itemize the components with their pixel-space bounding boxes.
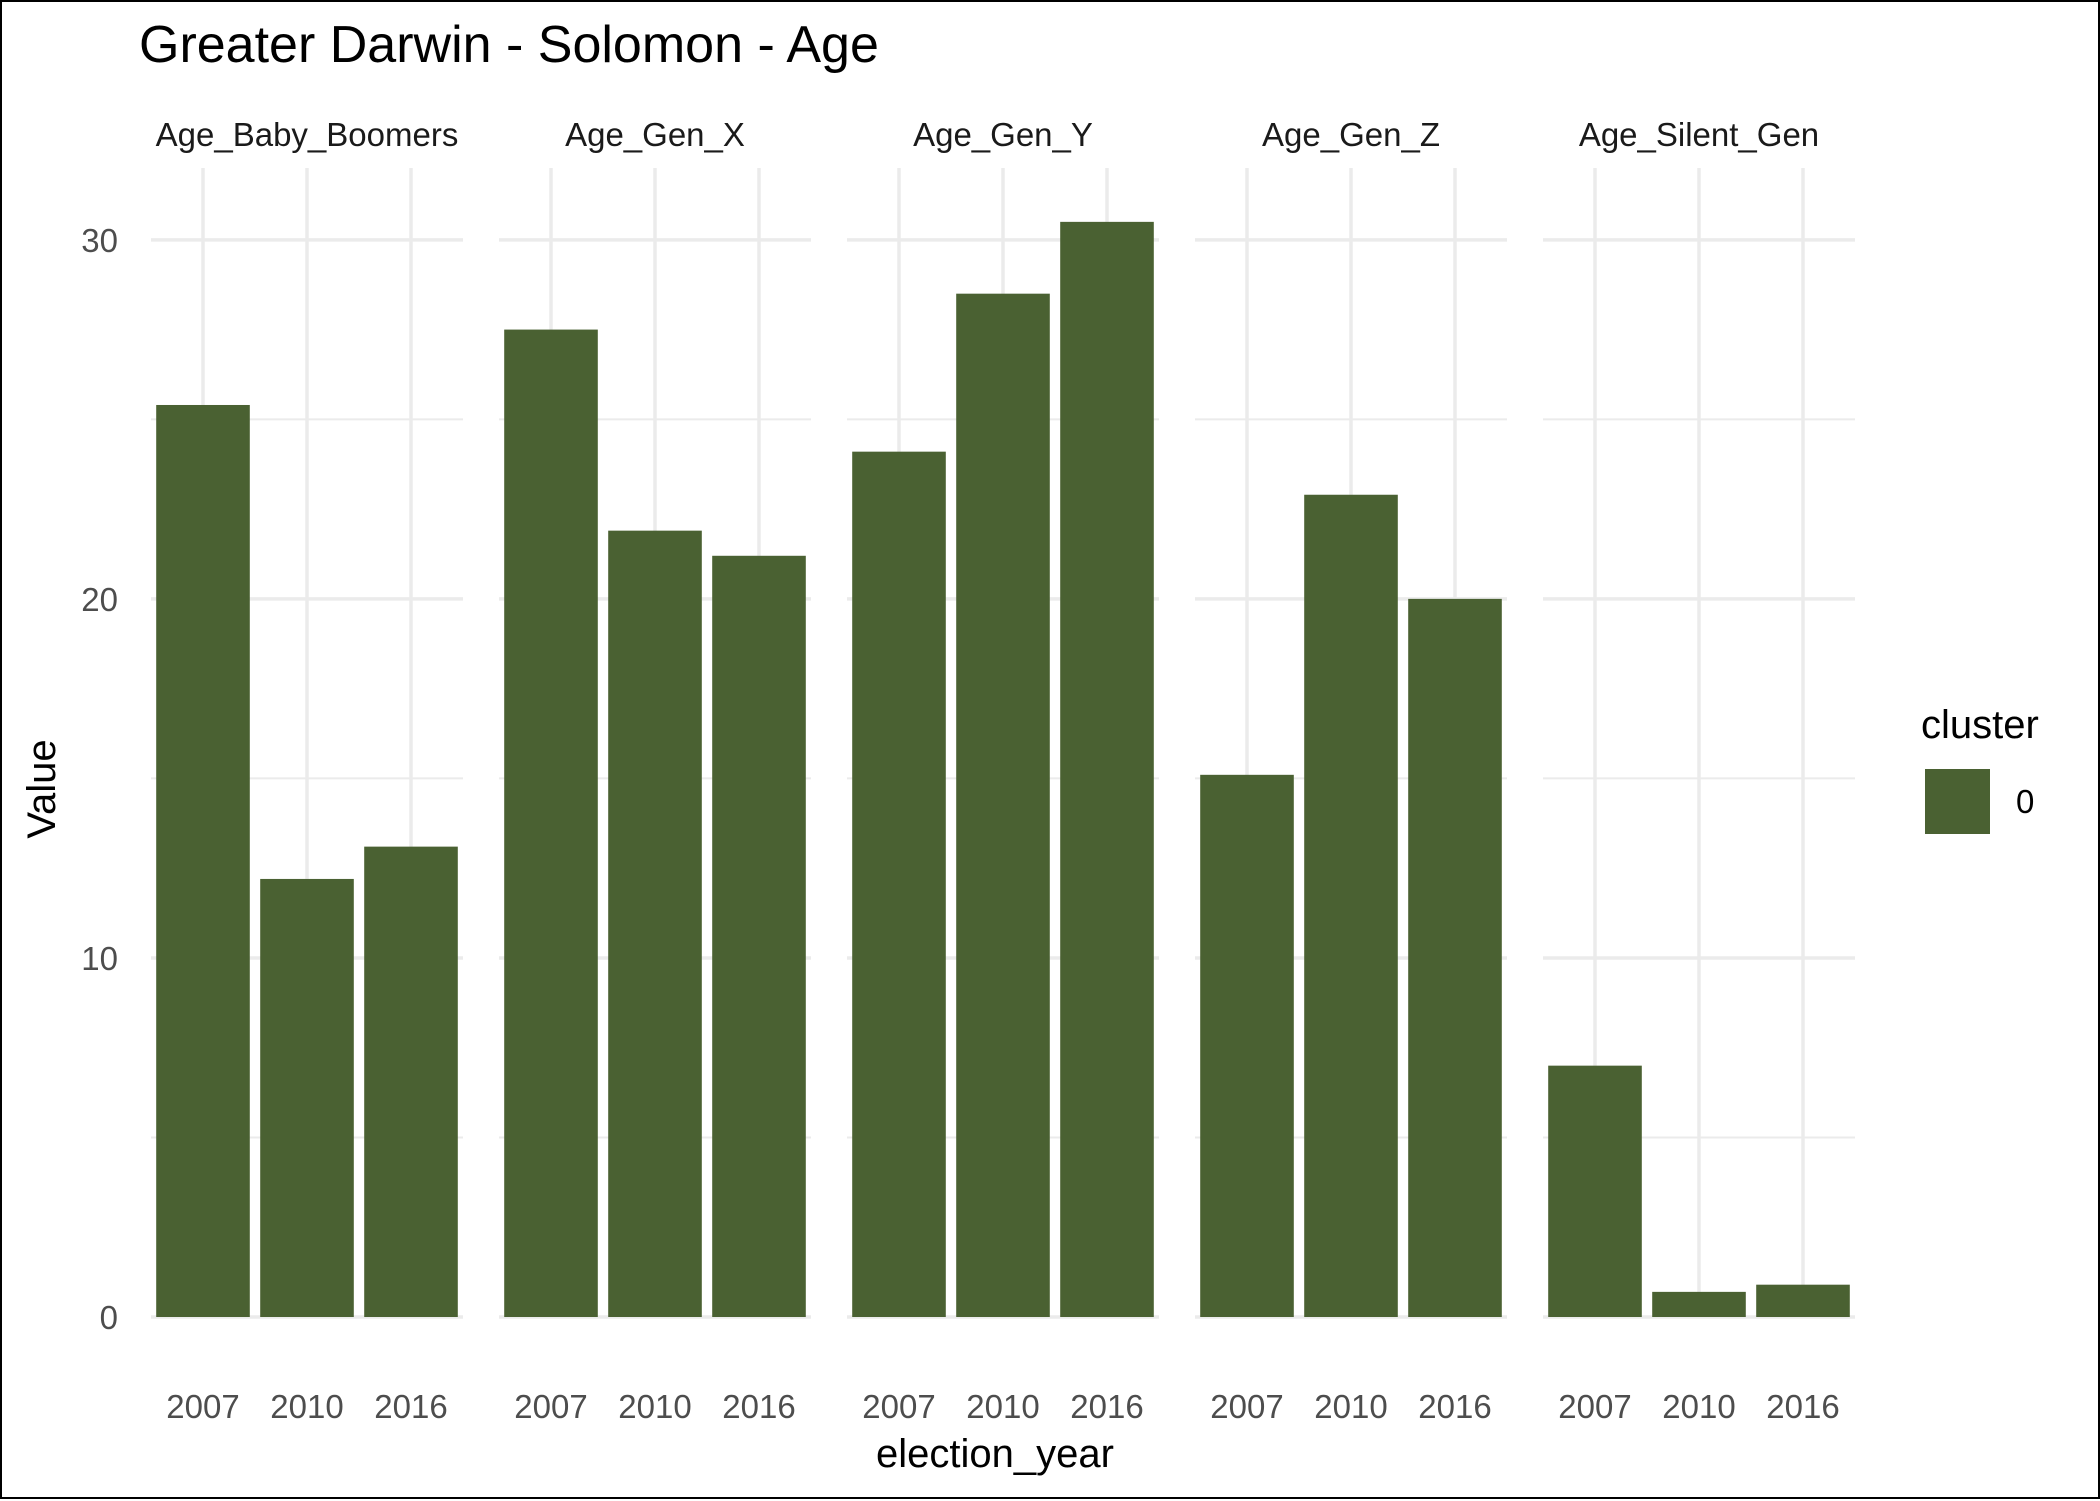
bar bbox=[608, 530, 702, 1317]
legend-entry-label: 0 bbox=[2016, 783, 2034, 820]
bar bbox=[1548, 1065, 1642, 1317]
facet-strip-label: Age_Gen_X bbox=[565, 116, 745, 153]
x-axis-title: election_year bbox=[876, 1432, 1114, 1476]
y-tick-label: 30 bbox=[81, 222, 118, 259]
x-tick-label: 2007 bbox=[166, 1388, 239, 1425]
bar bbox=[1060, 221, 1154, 1317]
legend-key-swatch bbox=[1925, 769, 1990, 834]
bar bbox=[1408, 598, 1502, 1317]
x-tick-label: 2016 bbox=[1418, 1388, 1491, 1425]
facet-strip-label: Age_Baby_Boomers bbox=[156, 116, 459, 153]
facet-panel: 2007 2010 2016 Age_Gen_Y bbox=[847, 116, 1159, 1425]
bar bbox=[1756, 1284, 1850, 1317]
x-tick-label: 2010 bbox=[270, 1388, 343, 1425]
facet-strip-label: Age_Silent_Gen bbox=[1579, 116, 1819, 153]
bar bbox=[1200, 774, 1294, 1317]
legend-title: cluster bbox=[1921, 703, 2039, 747]
x-tick-label: 2016 bbox=[1766, 1388, 1839, 1425]
bar bbox=[852, 451, 946, 1317]
y-tick-label: 20 bbox=[81, 581, 118, 618]
bar bbox=[956, 293, 1050, 1317]
facet-strip-label: Age_Gen_Y bbox=[913, 116, 1093, 153]
x-tick-label: 2016 bbox=[1070, 1388, 1143, 1425]
legend: cluster 0 bbox=[1921, 703, 2039, 834]
facet-panel: 2007 2010 2016 Age_Baby_Boomers bbox=[151, 116, 463, 1425]
x-tick-label: 2010 bbox=[966, 1388, 1039, 1425]
y-axis-ticks: 0 10 20 30 bbox=[81, 222, 118, 1336]
bar bbox=[504, 329, 598, 1317]
bar bbox=[712, 555, 806, 1317]
facet-panel: 2007 2010 2016 Age_Gen_X bbox=[499, 116, 811, 1425]
x-tick-label: 2016 bbox=[722, 1388, 795, 1425]
x-tick-label: 2016 bbox=[374, 1388, 447, 1425]
y-tick-label: 0 bbox=[100, 1299, 118, 1336]
x-tick-label: 2007 bbox=[862, 1388, 935, 1425]
bar bbox=[260, 878, 354, 1317]
y-tick-label: 10 bbox=[81, 940, 118, 977]
bar bbox=[364, 846, 458, 1317]
bar bbox=[156, 404, 250, 1317]
facet-panel: 2007 2010 2016 Age_Gen_Z bbox=[1195, 116, 1507, 1425]
x-tick-label: 2007 bbox=[514, 1388, 587, 1425]
x-tick-label: 2007 bbox=[1558, 1388, 1631, 1425]
x-tick-label: 2010 bbox=[1314, 1388, 1387, 1425]
x-tick-label: 2007 bbox=[1210, 1388, 1283, 1425]
x-tick-label: 2010 bbox=[1662, 1388, 1735, 1425]
y-axis-title: Value bbox=[20, 739, 64, 838]
facet-panel: 2007 2010 2016 Age_Silent_Gen bbox=[1543, 116, 1855, 1425]
x-tick-label: 2010 bbox=[618, 1388, 691, 1425]
bar bbox=[1304, 494, 1398, 1317]
bar bbox=[1652, 1291, 1746, 1317]
facet-panels: 2007 2010 2016 Age_Baby_Boomers 2007 2010 2016… bbox=[151, 116, 1855, 1425]
chart-title: Greater Darwin - Solomon - Age bbox=[139, 16, 879, 74]
facet-strip-label: Age_Gen_Z bbox=[1262, 116, 1440, 153]
